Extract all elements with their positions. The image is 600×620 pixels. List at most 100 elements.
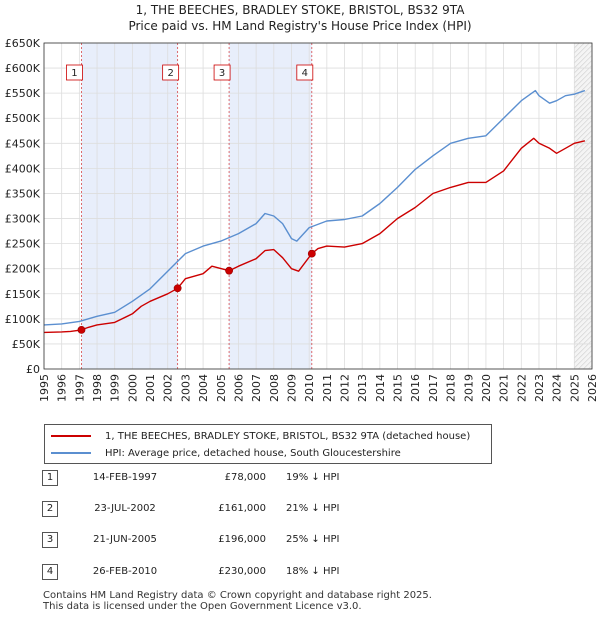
- forecast-hatch: [574, 160, 592, 179]
- forecast-hatch: [574, 205, 592, 224]
- forecast-hatch: [574, 43, 575, 44]
- chart-title-address: 1, THE BEECHES, BRADLEY STOKE, BRISTOL, …: [135, 3, 465, 17]
- sale-number-box: [66, 64, 83, 81]
- sale-number-labels: 1 2 3 4: [66, 64, 314, 81]
- x-tick-label: 2011: [321, 374, 334, 402]
- price-chart: £0 £50K £100K £150K £200K £250K £300K £350K £400…: [5, 37, 599, 402]
- sale-price: £161,000: [218, 503, 266, 514]
- sale-price: £230,000: [218, 566, 266, 577]
- x-tick-label: 1998: [91, 374, 104, 402]
- sale-point: [173, 284, 182, 293]
- legend: 1, THE BEECHES, BRADLEY STOKE, BRISTOL, …: [44, 424, 492, 464]
- forecast-hatch: [574, 175, 592, 194]
- shaded-period: [81, 43, 178, 369]
- forecast-hatch: [574, 230, 592, 249]
- forecast-hatch: [574, 55, 592, 74]
- forecast-hatch: [574, 350, 592, 369]
- forecast-hatch: [574, 295, 592, 314]
- forecast-hatch: [574, 170, 592, 189]
- y-tick-label: £250K: [5, 238, 41, 251]
- forecast-hatch: [574, 320, 592, 339]
- forecast-hatch: [574, 80, 592, 99]
- forecast-hatch: [574, 43, 585, 54]
- forecast-hatch: [587, 365, 592, 369]
- shaded-periods: [44, 43, 592, 369]
- x-tick-label: 2018: [445, 374, 458, 402]
- x-tick-label: 2010: [303, 374, 316, 402]
- forecast-hatch: [574, 330, 592, 349]
- forecast-hatch: [574, 340, 592, 359]
- hpi-line: [43, 89, 586, 326]
- x-tick-label: 2016: [409, 374, 422, 402]
- forecast-hatch: [574, 105, 592, 124]
- forecast-hatch: [574, 43, 580, 49]
- property-price-line: [43, 137, 586, 334]
- x-tick-label: 2009: [285, 374, 298, 402]
- forecast-hatch: [574, 305, 592, 324]
- x-tick-label: 2000: [126, 374, 139, 402]
- y-tick-label: £350K: [5, 187, 41, 200]
- sale-row: 1 14-FEB-1997 £78,000 19% ↓ HPI: [0, 470, 600, 490]
- sale-number-label: 2: [167, 68, 173, 79]
- forecast-hatch: [574, 70, 592, 89]
- axes: £0 £50K £100K £150K £200K £250K £300K £350K £400…: [5, 37, 599, 402]
- sale-point: [225, 266, 233, 275]
- y-tick-label: £200K: [5, 263, 41, 276]
- legend-label-property: 1, THE BEECHES, BRADLEY STOKE, BRISTOL, …: [105, 430, 471, 442]
- forecast-hatch: [574, 200, 592, 219]
- forecast-hatch: [574, 45, 592, 64]
- sale-hpi-diff: 19% ↓ HPI: [286, 472, 340, 483]
- forecast-hatch: [574, 315, 592, 334]
- sale-number: 4: [42, 564, 58, 580]
- x-tick-label: 2008: [268, 374, 281, 402]
- x-tick-label: 2023: [533, 374, 546, 402]
- sale-point: [77, 325, 86, 334]
- x-tick-label: 2014: [374, 374, 387, 402]
- y-tick-label: £450K: [5, 137, 41, 150]
- sale-number-label: 3: [219, 68, 225, 79]
- sale-date: 26-FEB-2010: [92, 566, 158, 577]
- forecast-hatch: [574, 345, 592, 364]
- x-tick-label: 2006: [232, 374, 245, 402]
- footer-copyright: Contains HM Land Registry data © Crown c…: [43, 590, 432, 601]
- forecast-hatch: [574, 95, 592, 114]
- sale-price: £78,000: [224, 472, 266, 483]
- sale-date: 14-FEB-1997: [92, 472, 158, 483]
- forecast-hatch: [574, 150, 592, 169]
- legend-item-property: 1, THE BEECHES, BRADLEY STOKE, BRISTOL, …: [51, 429, 470, 443]
- legend-swatch-red: [51, 435, 91, 437]
- sale-number-box: [162, 64, 180, 81]
- forecast-hatch: [574, 250, 592, 269]
- y-tick-label: £400K: [5, 162, 41, 175]
- forecast-hatch: [574, 265, 592, 284]
- sale-hpi-diff: 18% ↓ HPI: [286, 566, 340, 577]
- forecast-hatch: [574, 220, 592, 239]
- forecast-hatch: [574, 110, 592, 129]
- x-tick-label: 2004: [197, 374, 210, 402]
- sale-number: 3: [42, 532, 58, 548]
- forecast-hatch: [574, 260, 592, 279]
- sale-hpi-diff: 21% ↓ HPI: [286, 503, 340, 514]
- forecast-hatch: [574, 100, 592, 119]
- footer: Contains HM Land Registry data © Crown c…: [43, 590, 432, 612]
- x-tick-label: 2015: [392, 374, 405, 402]
- forecast-hatch: [574, 120, 592, 139]
- forecast-hatch: [574, 135, 592, 154]
- forecast-hatch: [574, 255, 592, 274]
- forecast-hatch: [574, 245, 592, 264]
- x-tick-label: 1999: [109, 374, 122, 402]
- legend-label-hpi: HPI: Average price, detached house, Sout…: [105, 447, 401, 459]
- forecast-hatch: [574, 185, 592, 204]
- sale-date: 21-JUN-2005: [93, 534, 157, 545]
- forecast-hatch: [582, 360, 592, 369]
- x-tick-label: 2024: [551, 374, 564, 402]
- x-tick-label: 2026: [586, 374, 599, 402]
- sale-row: 3 21-JUN-2005 £196,000 25% ↓ HPI: [0, 532, 600, 552]
- y-tick-label: £50K: [12, 338, 41, 351]
- forecast-hatch: [574, 270, 592, 289]
- sale-point: [307, 249, 316, 258]
- forecast-hatch: [574, 155, 592, 174]
- forecast-hatch: [574, 275, 592, 294]
- y-tick-label: £300K: [5, 213, 41, 226]
- y-tick-label: £550K: [5, 87, 41, 100]
